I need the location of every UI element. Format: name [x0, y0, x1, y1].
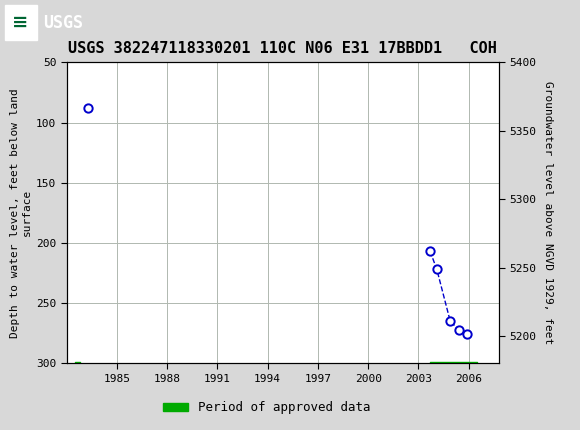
Legend: Period of approved data: Period of approved data	[158, 396, 376, 419]
Y-axis label: Groundwater level above NGVD 1929, feet: Groundwater level above NGVD 1929, feet	[543, 81, 553, 344]
Title: USGS 382247118330201 110C N06 E31 17BBDD1   COH: USGS 382247118330201 110C N06 E31 17BBDD…	[68, 40, 497, 55]
Text: ≡: ≡	[12, 13, 28, 32]
Text: USGS: USGS	[44, 14, 84, 31]
Y-axis label: Depth to water level, feet below land
surface: Depth to water level, feet below land su…	[10, 88, 32, 338]
FancyBboxPatch shape	[5, 6, 37, 40]
